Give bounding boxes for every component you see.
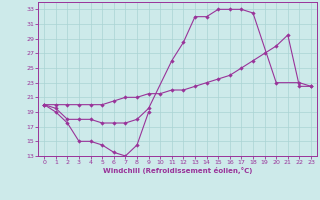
X-axis label: Windchill (Refroidissement éolien,°C): Windchill (Refroidissement éolien,°C) <box>103 167 252 174</box>
